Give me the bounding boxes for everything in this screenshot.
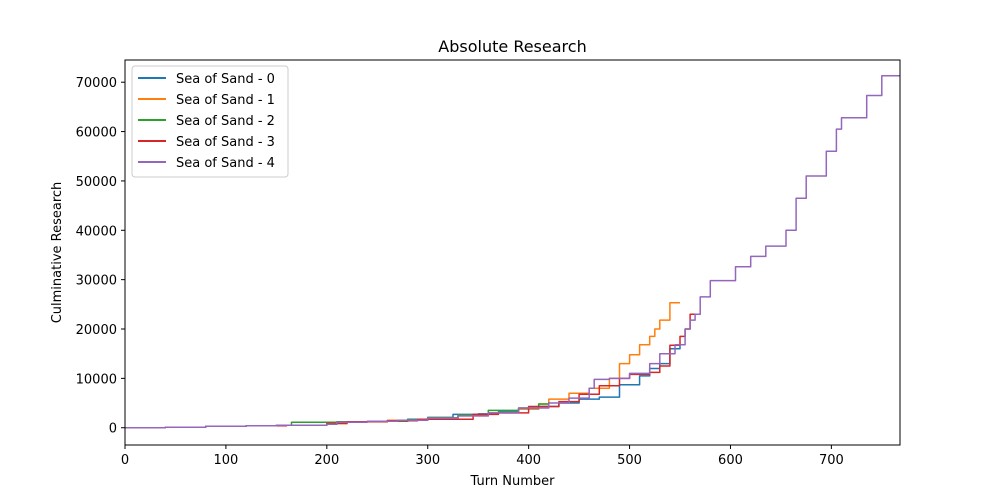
x-tick-label: 500 (617, 453, 642, 468)
legend-box (131, 65, 289, 178)
x-tick-label: 0 (121, 453, 129, 468)
legend-label-3: Sea of Sand - 3 (176, 135, 275, 150)
y-tick-label: 50000 (76, 175, 117, 190)
legend: Sea of Sand - 0 Sea of Sand - 1 Sea of San… (131, 65, 289, 178)
legend-label-2: Sea of Sand - 2 (176, 114, 275, 129)
x-tick-label: 400 (516, 453, 541, 468)
x-tick-label: 100 (213, 453, 238, 468)
y-tick-label: 10000 (76, 372, 117, 387)
x-tick-label: 200 (314, 453, 339, 468)
x-tick-label: 700 (819, 453, 844, 468)
x-axis: 0 100 200 300 400 500 600 700 (121, 445, 844, 468)
y-axis: 0 10000 20000 30000 40000 50000 60000 70000 (76, 76, 125, 437)
y-tick-label: 40000 (76, 224, 117, 239)
y-tick-label: 0 (109, 422, 117, 437)
legend-label-1: Sea of Sand - 1 (176, 93, 275, 108)
x-tick-label: 600 (718, 453, 743, 468)
y-tick-label: 30000 (76, 274, 117, 289)
chart-title: Absolute Research (438, 37, 586, 56)
legend-label-4: Sea of Sand - 4 (176, 156, 275, 171)
y-tick-label: 70000 (76, 76, 117, 91)
x-axis-label: Turn Number (470, 474, 556, 489)
y-tick-label: 60000 (76, 126, 117, 141)
axes-frame (124, 59, 901, 446)
series-layer (125, 75, 900, 429)
y-axis-label: Culminative Research (50, 182, 65, 324)
y-tick-label: 20000 (76, 323, 117, 338)
series-line-4 (125, 75, 900, 429)
x-tick-label: 300 (415, 453, 440, 468)
legend-label-0: Sea of Sand - 0 (176, 72, 275, 87)
